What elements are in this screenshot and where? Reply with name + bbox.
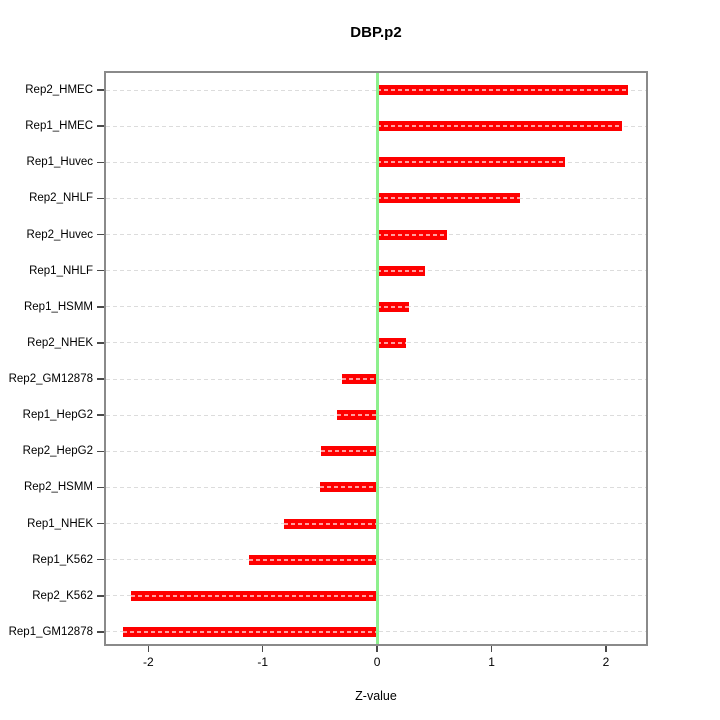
y-axis-tick xyxy=(97,378,104,380)
y-axis-tick xyxy=(97,233,104,236)
bar-stripe xyxy=(337,414,378,417)
bar-stripe xyxy=(249,558,378,561)
bar-Rep2_GM12878 xyxy=(341,374,378,385)
bar-stripe xyxy=(377,305,410,308)
bar-Rep2_K562 xyxy=(131,590,378,601)
y-axis-tick xyxy=(97,306,104,308)
y-axis-tick xyxy=(97,125,104,127)
bar-Rep2_HepG2 xyxy=(321,446,378,457)
x-axis-tick-label: 2 xyxy=(602,655,610,669)
x-axis-tick-label: -1 xyxy=(257,655,269,669)
bar-stripe xyxy=(321,450,378,453)
bar-stripe xyxy=(123,630,378,633)
bar-Rep2_Huvec xyxy=(377,229,447,240)
y-axis-tick xyxy=(97,595,104,597)
plot-area: Z-value Rep2_HMEC Rep1_HMEC Rep1_Huvec Rep2… xyxy=(9,71,648,703)
y-axis-label: Rep1_Huvec xyxy=(26,156,93,169)
y-axis-label: Rep1_K562 xyxy=(32,553,93,566)
x-axis-tick xyxy=(490,646,493,652)
y-axis-tick xyxy=(97,161,104,163)
bar-Rep1_NHEK xyxy=(284,518,378,529)
x-axis-tick xyxy=(605,646,607,652)
zero-reference-line xyxy=(375,73,379,644)
y-axis-tick xyxy=(97,486,104,489)
bar-stripe xyxy=(377,233,447,236)
y-axis-tick xyxy=(97,89,104,91)
y-axis-tick xyxy=(97,450,104,453)
bar-Rep2_HMEC xyxy=(377,85,628,95)
y-axis-tick xyxy=(97,269,104,272)
bar-stripe xyxy=(131,594,378,597)
bar-stripe xyxy=(377,161,565,164)
bar-Rep1_K562 xyxy=(249,554,378,565)
x-axis-tick-label: 0 xyxy=(373,655,381,669)
y-axis-label: Rep1_HepG2 xyxy=(22,409,93,422)
y-axis-tick xyxy=(97,197,104,200)
y-axis-label: Rep1_NHLF xyxy=(29,264,93,277)
y-axis-tick xyxy=(97,558,104,561)
bar-Rep1_GM12878 xyxy=(123,626,378,637)
y-axis-tick xyxy=(97,522,104,525)
bar-stripe xyxy=(377,197,521,200)
bar-stripe xyxy=(377,125,622,128)
bar-stripe xyxy=(377,89,628,91)
y-axis-tick xyxy=(97,342,104,344)
bar-Rep2_HSMM xyxy=(319,482,378,493)
bar-Rep1_HMEC xyxy=(377,121,622,132)
bar-Rep2_NHEK xyxy=(377,337,406,348)
x-axis-title: Z-value xyxy=(355,689,397,703)
y-axis-label: Rep2_HSMM xyxy=(23,481,93,494)
x-axis-tick xyxy=(376,646,378,652)
y-axis-label: Rep1_NHEK xyxy=(27,517,93,530)
y-axis-label: Rep2_NHEK xyxy=(27,336,93,349)
y-axis-label: Rep2_Huvec xyxy=(26,228,93,241)
y-axis-label: Rep2_K562 xyxy=(32,589,93,602)
bar-Rep1_HSMM xyxy=(377,301,410,312)
bar-Rep1_NHLF xyxy=(377,265,426,276)
bar-stripe xyxy=(377,341,406,344)
bar-Rep1_HepG2 xyxy=(337,410,378,421)
y-axis-tick xyxy=(97,414,104,416)
bar-Rep2_NHLF xyxy=(377,193,521,204)
chart-title: DBP.p2 xyxy=(350,24,402,41)
x-axis-tick xyxy=(261,646,264,652)
bar-stripe xyxy=(319,486,378,489)
bar-stripe xyxy=(284,522,378,525)
y-axis-label: Rep2_GM12878 xyxy=(8,373,93,386)
y-axis-label: Rep1_HMEC xyxy=(25,120,93,133)
y-axis-label: Rep1_HSMM xyxy=(23,300,93,313)
x-axis-tick-label: 1 xyxy=(488,655,495,669)
x-axis-tick xyxy=(147,646,150,652)
y-axis-tick xyxy=(97,631,104,633)
bar-stripe xyxy=(377,269,426,272)
y-axis-label: Rep2_HMEC xyxy=(25,84,93,96)
y-axis-label: Rep1_GM12878 xyxy=(8,625,93,638)
y-axis-label: Rep2_NHLF xyxy=(29,192,93,205)
x-axis-tick-label: -2 xyxy=(142,655,154,669)
y-axis-label: Rep2_HepG2 xyxy=(22,445,93,458)
bar-Rep1_Huvec xyxy=(377,157,565,168)
bar-stripe xyxy=(341,378,378,381)
